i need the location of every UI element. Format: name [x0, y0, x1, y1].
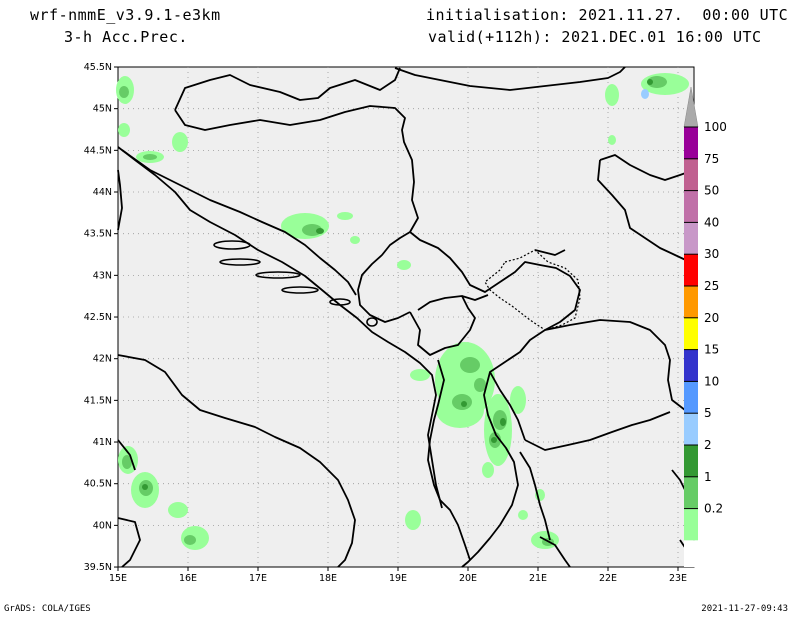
lat-tick-label: 44N [93, 187, 112, 198]
kosovo-border [484, 249, 581, 331]
legend-label: 40 [704, 215, 719, 229]
footer-timestamp: 2021-11-27-09:43 [701, 604, 788, 614]
lat-tick-label: 41N [93, 437, 112, 448]
lon-tick-label: 19E [389, 573, 407, 584]
legend-swatch [684, 508, 698, 541]
legend-swatch [684, 317, 698, 350]
legend-swatch [684, 254, 698, 286]
legend-swatch-none [684, 540, 698, 567]
lat-tick-label: 41.5N [84, 395, 112, 406]
lat-tick-label: 44.5N [84, 145, 112, 156]
valid-time-label: valid(+112h): 2021.DEC.01 16:00 UTC [428, 28, 762, 46]
legend-swatch [684, 127, 698, 159]
lat-tick-label: 40.5N [84, 479, 112, 490]
legend-label: 15 [704, 343, 719, 357]
legend-label: 50 [704, 184, 719, 198]
legend-swatch [684, 413, 698, 445]
legend-label: 30 [704, 247, 719, 261]
legend-label: 1 [704, 470, 712, 484]
legend-swatch [684, 222, 698, 255]
legend-label: 10 [704, 374, 719, 388]
lat-tick-label: 43.5N [84, 229, 112, 240]
legend-label: 5 [704, 406, 712, 420]
longitude-axis: 15E 16E 17E 18E 19E 20E 21E 22E 23E [109, 567, 687, 584]
legend-label: 2 [704, 438, 712, 452]
lat-tick-label: 45N [93, 104, 112, 115]
legend-swatch [684, 190, 698, 223]
color-legend: 100 75 50 40 30 25 20 15 10 5 2 1 0.2 [683, 86, 727, 567]
legend-swatch [684, 158, 698, 191]
product-label: 3-h Acc.Prec. [64, 28, 188, 46]
lat-tick-label: 45.5N [84, 62, 112, 73]
legend-label: 0.2 [704, 502, 723, 516]
gridlines [118, 67, 694, 567]
lon-tick-label: 18E [319, 573, 337, 584]
lat-tick-label: 40N [93, 520, 112, 531]
lat-tick-label: 42N [93, 354, 112, 365]
lon-tick-label: 17E [249, 573, 267, 584]
legend-label: 100 [704, 120, 727, 134]
lon-tick-label: 16E [179, 573, 197, 584]
lon-tick-label: 23E [669, 573, 687, 584]
latitude-axis: 45.5N 45N 44.5N 44N 43.5N 43N 42.5N 42N 41.5N 41N… [84, 62, 118, 573]
legend-swatch [684, 445, 698, 477]
legend-swatch [684, 286, 698, 318]
initialisation-label: initialisation: 2021.11.27. 00:00 UTC [426, 6, 789, 24]
lon-tick-label: 20E [459, 573, 477, 584]
legend-swatch [684, 349, 698, 382]
precipitation-field [116, 73, 689, 550]
lon-tick-label: 15E [109, 573, 127, 584]
legend-label: 20 [704, 311, 719, 325]
lon-tick-label: 22E [599, 573, 617, 584]
footer-credit: GrADS: COLA/IGES [4, 604, 91, 614]
legend-swatch [684, 476, 698, 509]
legend-label: 75 [704, 152, 719, 166]
legend-swatch [684, 381, 698, 414]
legend-label: 25 [704, 279, 719, 293]
lat-tick-label: 43N [93, 270, 112, 281]
islands [213, 240, 378, 327]
model-label: wrf-nmmE_v3.9.1-e3km [30, 6, 221, 24]
lat-tick-label: 42.5N [84, 312, 112, 323]
lon-tick-label: 21E [529, 573, 547, 584]
lat-tick-label: 39.5N [84, 562, 112, 573]
